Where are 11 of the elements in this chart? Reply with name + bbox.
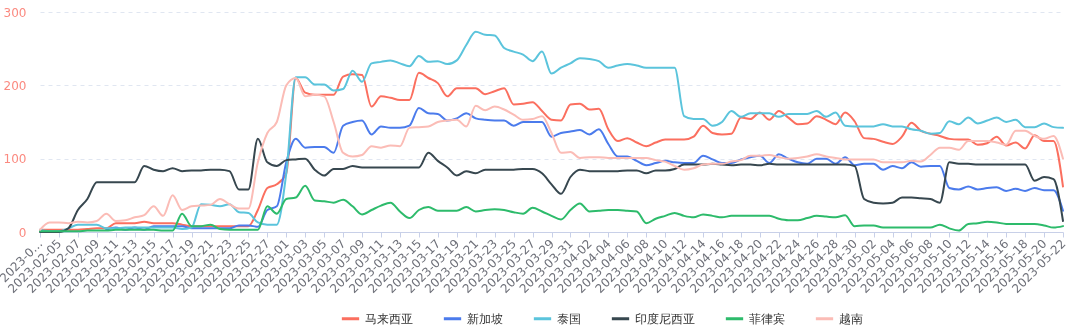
legend-label: 越南: [839, 311, 863, 326]
line-series: [105, 107, 1064, 231]
y-tick-label: 100: [3, 152, 27, 167]
legend-label: 泰国: [557, 311, 581, 326]
legend-label: 印度尼西亚: [635, 311, 695, 326]
legend-label: 新加坡: [467, 311, 503, 326]
y-tick-label: 0: [18, 225, 27, 240]
legend-label: 菲律宾: [749, 311, 785, 326]
legend-label: 马来西亚: [365, 311, 413, 326]
y-tick-label: 300: [3, 5, 27, 20]
y-tick-label: 200: [3, 78, 27, 93]
